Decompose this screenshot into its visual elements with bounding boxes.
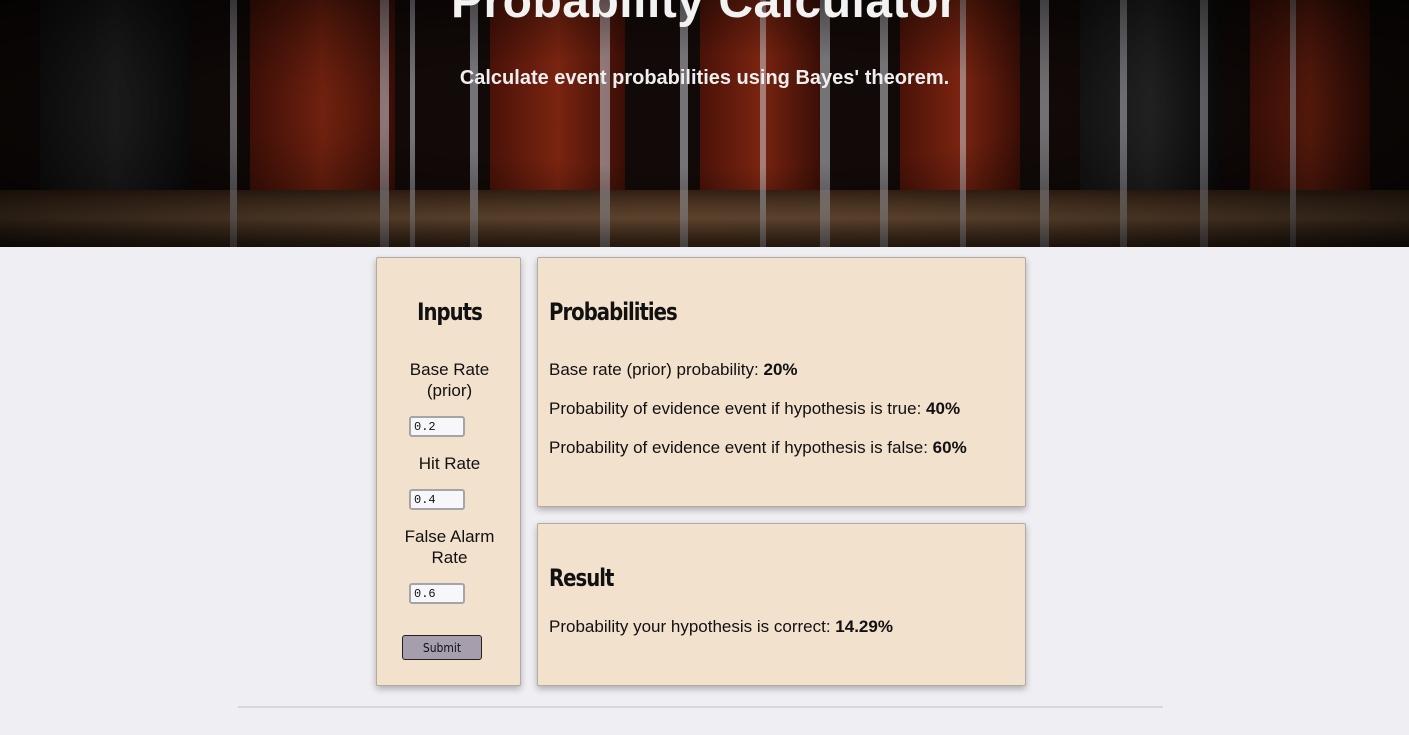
result-value: 14.29% [835, 617, 893, 636]
false-alarm-text: Probability of evidence event if hypothe… [549, 438, 933, 457]
submit-button[interactable]: Submit [402, 635, 482, 660]
result-text: Probability your hypothesis is correct: [549, 617, 836, 636]
base-rate-input[interactable] [409, 416, 465, 437]
probabilities-heading: Probabilities [549, 298, 678, 326]
hit-rate-text: Probability of evidence event if hypothe… [549, 399, 927, 418]
hero-banner: Probability Calculator Calculate event p… [0, 0, 1409, 247]
hit-rate-input[interactable] [409, 489, 465, 510]
false-alarm-rate-input[interactable] [409, 583, 465, 604]
inputs-panel: Inputs Base Rate (prior) Hit Rate False … [376, 257, 521, 686]
page-title: Probability Calculator [450, 0, 959, 28]
probabilities-panel: Probabilities Base rate (prior) probabil… [537, 257, 1026, 507]
footer-divider [238, 706, 1163, 708]
hit-rate-value: 40% [926, 399, 961, 418]
result-line: Probability your hypothesis is correct: … [549, 617, 893, 637]
inputs-heading: Inputs [417, 298, 483, 326]
result-panel: Result Probability your hypothesis is co… [537, 523, 1026, 686]
page-subtitle: Calculate event probabilities using Baye… [459, 67, 950, 89]
base-rate-value: 20% [763, 360, 798, 379]
false-alarm-rate-label: False Alarm Rate [404, 527, 495, 567]
hit-rate-label: Hit Rate [418, 454, 481, 473]
base-rate-text: Base rate (prior) probability: [549, 360, 764, 379]
false-alarm-line: Probability of evidence event if hypothe… [549, 438, 967, 458]
base-rate-label: Base Rate (prior) [409, 360, 490, 400]
base-rate-line: Base rate (prior) probability: 20% [549, 360, 798, 380]
false-alarm-value: 60% [932, 438, 967, 457]
result-heading: Result [549, 564, 614, 592]
doors-background-image [0, 0, 1409, 247]
hit-rate-line: Probability of evidence event if hypothe… [549, 399, 960, 419]
